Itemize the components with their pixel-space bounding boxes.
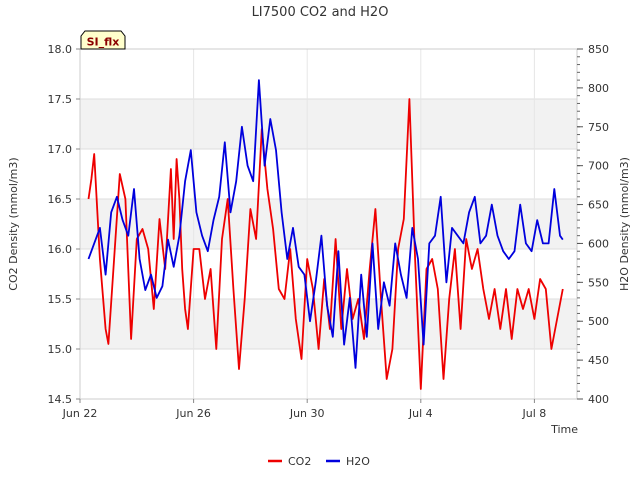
right-tick-label-1: 450 (588, 354, 609, 367)
left-tick-label-7: 18.0 (48, 43, 73, 56)
right-axis-ticks: 400 450 500 550 600 650 700 750 800 850 (577, 43, 609, 406)
right-tick-label-4: 600 (588, 237, 609, 250)
left-axis-ticks: 14.5 15.0 15.5 16.0 16.5 17.0 17.5 18.0 (48, 43, 80, 406)
right-tick-label-9: 850 (588, 43, 609, 56)
si-flx-badge: SI_flx (80, 30, 126, 50)
series-line-co2 (87, 98, 564, 390)
y-axis-left-label: CO2 Density (mmol/m3) (7, 157, 20, 290)
x-axis-label: Time (550, 423, 578, 436)
left-tick-label-2: 15.5 (48, 293, 73, 306)
series-layer (87, 79, 564, 390)
legend-label-co2: CO2 (288, 455, 311, 468)
legend-item-h2o: H2O (326, 455, 370, 468)
right-tick-label-3: 550 (588, 276, 609, 289)
legend-item-co2: CO2 (268, 455, 311, 468)
series-line-h2o (87, 79, 564, 369)
right-tick-label-0: 400 (588, 393, 609, 406)
right-tick-label-8: 800 (588, 82, 609, 95)
left-tick-label-4: 16.5 (48, 193, 73, 206)
left-tick-label-3: 16.0 (48, 243, 73, 256)
left-tick-label-0: 14.5 (48, 393, 73, 406)
y-axis-right-label: H2O Density (mmol/m3) (618, 157, 631, 291)
left-tick-label-1: 15.0 (48, 343, 73, 356)
x-tick-label-1: Jun 26 (175, 407, 211, 420)
right-tick-label-2: 500 (588, 315, 609, 328)
plot-frame (79, 48, 578, 400)
badge-background (80, 30, 126, 50)
x-tick-label-0: Jun 22 (62, 407, 98, 420)
x-tick-label-2: Jun 30 (289, 407, 325, 420)
legend: CO2 H2O (268, 455, 370, 468)
x-tick-label-4: Jul 8 (522, 407, 547, 420)
left-tick-label-5: 17.0 (48, 143, 73, 156)
x-axis-ticks: Jun 22 Jun 26 Jun 30 Jul 4 Jul 8 (62, 399, 547, 420)
left-tick-label-6: 17.5 (48, 93, 73, 106)
badge-label: SI_flx (87, 36, 120, 49)
band-1 (80, 199, 577, 249)
x-tick-label-3: Jul 4 (408, 407, 433, 420)
right-tick-label-6: 700 (588, 160, 609, 173)
right-tick-label-5: 650 (588, 199, 609, 212)
right-tick-label-7: 750 (588, 121, 609, 134)
legend-label-h2o: H2O (346, 455, 370, 468)
band-2 (80, 99, 577, 149)
chart-title: LI7500 CO2 and H2O (252, 5, 389, 20)
